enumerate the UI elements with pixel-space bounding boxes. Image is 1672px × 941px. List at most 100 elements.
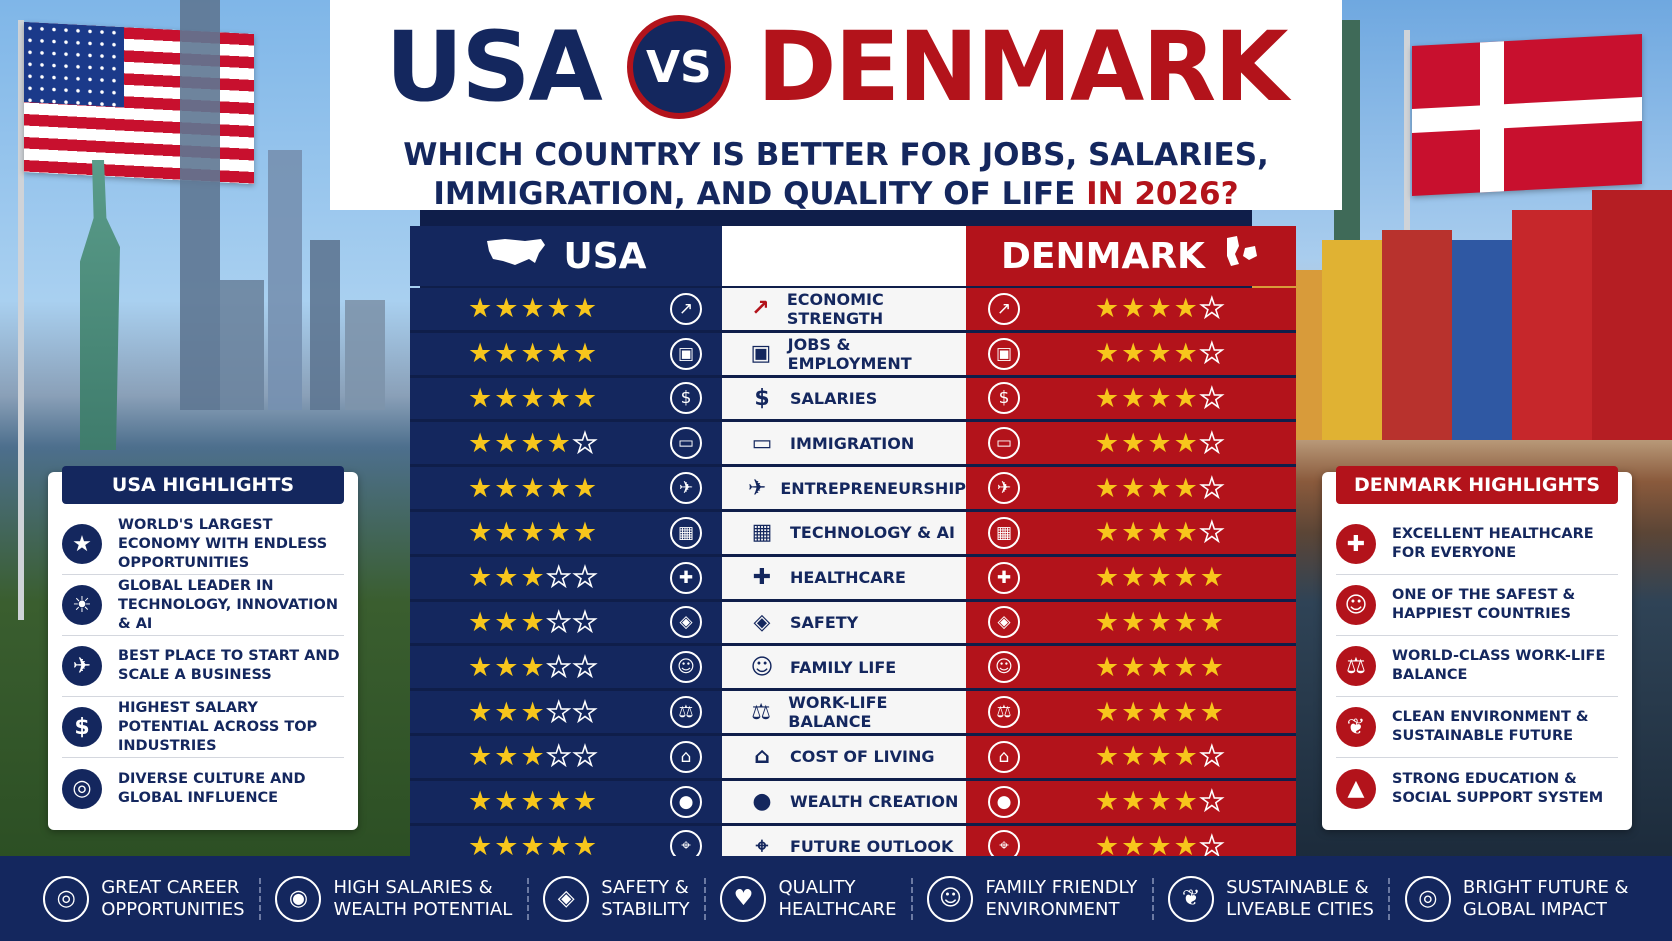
scales-icon: ⚖ <box>1336 646 1376 686</box>
usa-highlights-list: ★ WORLD'S LARGEST ECONOMY WITH ENDLESS OP… <box>62 514 344 819</box>
passport-icon: ▭ <box>751 430 773 456</box>
star-filled-icon: ★ <box>1094 562 1122 594</box>
highlight-text: ONE OF THE SAFEST & HAPPIEST COUNTRIES <box>1392 587 1576 622</box>
star-filled-icon: ★ <box>1147 338 1174 370</box>
denmark-star-rating: ★★★★★ <box>1094 293 1226 325</box>
denmark-rating-cell: ⚖ ★★★★★ <box>966 691 1296 733</box>
comparison-row: ★★★★★ ✚ ✚ HEALTHCARE ✚ ★★★★★ <box>410 556 1296 602</box>
usa-column-label: USA <box>563 235 647 277</box>
usa-rating-cell: ★★★★★ ☺ <box>410 646 722 689</box>
footer-divider <box>1388 877 1391 920</box>
dollar-icon: $ <box>754 385 770 411</box>
denmark-highlights-list: ✚ EXCELLENT HEALTHCARE FOR EVERYONE ☺ ONE O… <box>1336 514 1618 819</box>
star-filled-icon: ★ <box>1094 651 1122 683</box>
star-filled-icon: ★ <box>468 562 495 594</box>
star-filled-icon: ★ <box>1147 517 1174 549</box>
star-filled-icon: ★ <box>1094 293 1122 325</box>
usa-star-rating: ★★★★★ <box>468 788 599 815</box>
denmark-star-rating: ★★★★★ <box>1095 382 1226 414</box>
category-cell: ▣ JOBS & EMPLOYMENT <box>722 332 966 375</box>
usa-star-rating: ★★★★★ <box>468 295 599 322</box>
leaf-icon: ❦ <box>1336 707 1376 747</box>
safety-shield-icon: ◈ <box>670 606 702 639</box>
subtitle-year: IN 2026? <box>1086 176 1239 212</box>
star-icon: ★ <box>62 524 102 564</box>
money-bag-icon: ● <box>988 785 1020 818</box>
star-filled-icon: ★ <box>520 382 547 414</box>
title-banner <box>330 0 1342 210</box>
star-filled-icon: ★ <box>1147 382 1174 414</box>
star-filled-icon: ★ <box>468 293 495 325</box>
star-filled-icon: ★ <box>1094 427 1122 459</box>
leaf-icon: ❦ <box>1168 875 1215 922</box>
shield-icon: ◈ <box>543 875 590 922</box>
title-usa: USA <box>385 11 602 123</box>
usa-star-rating: ★★★★★ <box>468 743 599 772</box>
highlight-text: WORLD-CLASS WORK-LIFE BALANCE <box>1392 648 1606 683</box>
star-filled-icon: ★ <box>494 562 521 594</box>
denmark-column-label: DENMARK <box>1001 235 1205 277</box>
star-filled-icon: ★ <box>1121 472 1148 504</box>
usa-star-rating: ★★★★★ <box>468 606 599 638</box>
family-icon: ☺ <box>750 654 774 680</box>
category-cell: ✈ ENTREPRENEURSHIP <box>722 467 966 509</box>
highlight-text: EXCELLENT HEALTHCARE FOR EVERYONE <box>1392 526 1594 561</box>
title-row: USA VS DENMARK <box>0 11 1672 123</box>
highlight-item: ❦ CLEAN ENVIRONMENT & SUSTAINABLE FUTURE <box>1336 697 1618 758</box>
usa-rating-cell: ★★★★★ ● <box>410 780 722 823</box>
star-filled-icon: ★ <box>1121 338 1148 370</box>
scales-icon: ⚖ <box>988 696 1020 729</box>
highlight-item: ★ WORLD'S LARGEST ECONOMY WITH ENDLESS OP… <box>62 514 344 575</box>
footer-divider <box>911 877 914 920</box>
star-filled-icon: ★ <box>1173 606 1200 638</box>
denmark-rating-cell: ⌂ ★★★★★ <box>966 735 1296 778</box>
comparison-row: ★★★★★ ☺ ☺ FAMILY LIFE ☺ ★★★★★ <box>410 646 1296 692</box>
star-filled-icon: ★ <box>468 830 495 862</box>
footer-label: HIGH SALARIES & WEALTH POTENTIAL <box>333 876 513 920</box>
star-filled-icon: ★ <box>1173 651 1200 683</box>
usa-highlights-panel: USA HIGHLIGHTS ★ WORLD'S LARGEST ECONOMY … <box>48 466 358 830</box>
denmark-star-rating: ★★★★★ <box>1095 654 1226 681</box>
highlight-text: STRONG EDUCATION & SOCIAL SUPPORT SYSTEM <box>1392 770 1604 806</box>
star-filled-icon: ★ <box>572 293 600 325</box>
star-filled-icon: ★ <box>572 830 600 862</box>
denmark-rating-cell: ☺ ★★★★★ <box>966 646 1296 689</box>
nyhavn-house <box>1452 240 1512 440</box>
category-label: IMMIGRATION <box>790 433 915 453</box>
usa-rating-cell: ★★★★★ ✈ <box>410 467 722 509</box>
category-label: SALARIES <box>790 388 878 408</box>
passport-icon: ▭ <box>988 427 1020 460</box>
category-column-header <box>722 226 966 286</box>
chart-icon: ↗ <box>751 296 770 322</box>
skyline-building <box>310 240 340 410</box>
star-empty-icon: ★ <box>572 651 600 683</box>
denmark-rating-cell: $ ★★★★★ <box>966 377 1296 420</box>
footer-item: ◎ GREAT CAREER OPPORTUNITIES <box>43 875 245 922</box>
highlight-text: BEST PLACE TO START AND SCALE A BUSINESS <box>118 648 340 683</box>
category-cell: ▭ IMMIGRATION <box>722 422 966 465</box>
star-filled-icon: ★ <box>546 382 573 414</box>
denmark-map-icon <box>1221 234 1261 279</box>
star-empty-icon: ★ <box>546 651 573 683</box>
money-bag-icon: ● <box>670 785 702 818</box>
people-icon: ☺ <box>1336 585 1376 625</box>
denmark-highlights-title: DENMARK HIGHLIGHTS <box>1336 466 1618 504</box>
star-empty-icon: ★ <box>546 606 573 638</box>
star-filled-icon: ★ <box>494 830 521 862</box>
star-filled-icon: ★ <box>1173 293 1200 325</box>
skyline-building <box>180 0 220 410</box>
category-label: COST OF LIVING <box>790 747 935 767</box>
usa-rating-cell: ★★★★★ ⚖ <box>410 691 722 733</box>
star-filled-icon: ★ <box>468 517 495 549</box>
highlight-text: CLEAN ENVIRONMENT & SUSTAINABLE FUTURE <box>1392 709 1589 744</box>
category-label: FUTURE OUTLOOK <box>790 836 954 856</box>
subtitle-line-2: IMMIGRATION, AND QUALITY OF LIFE IN 2026… <box>0 175 1672 214</box>
subtitle: WHICH COUNTRY IS BETTER FOR JOBS, SALARI… <box>0 136 1672 214</box>
star-filled-icon: ★ <box>468 651 495 683</box>
star-filled-icon: ★ <box>1147 741 1174 773</box>
star-empty-icon: ★ <box>1199 741 1226 773</box>
nyhavn-house <box>1512 210 1592 440</box>
comparison-row: ★★★★★ ● ● WEALTH CREATION ● ★★★★★ <box>410 780 1296 826</box>
denmark-star-rating: ★★★★★ <box>1095 699 1226 726</box>
star-filled-icon: ★ <box>520 786 547 818</box>
